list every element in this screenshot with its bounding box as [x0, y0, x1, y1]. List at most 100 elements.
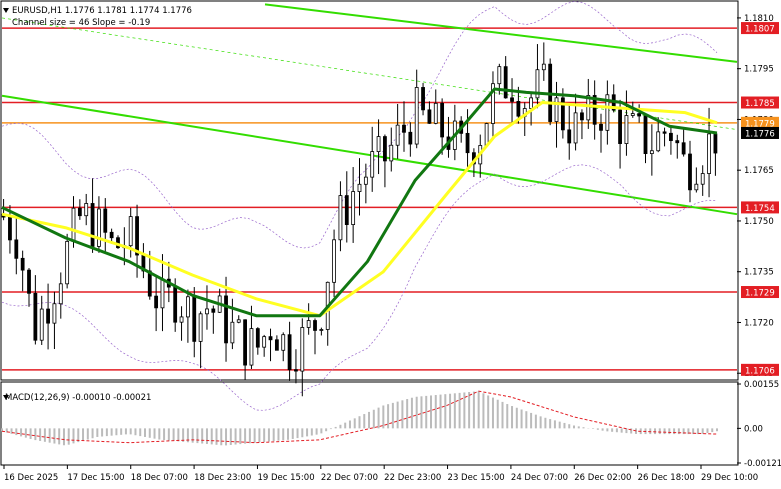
candle-body: [14, 239, 19, 259]
candle-body: [33, 292, 38, 341]
time-tick-label-8: 24 Dec 07:00: [511, 473, 568, 483]
candle-body: [332, 239, 336, 283]
macd-plot: 0.00155 0.00 -0.00121: [1, 380, 781, 469]
candle-body: [306, 320, 311, 328]
macd-collapse-triangle-icon[interactable]: [3, 395, 9, 400]
candle-body: [535, 69, 540, 99]
candle-body: [338, 195, 343, 241]
candle-body: [236, 319, 241, 323]
envelope-upper-line: [1, 1, 718, 249]
candle-body: [541, 63, 546, 71]
candle-body: [484, 123, 489, 146]
candle-body: [700, 173, 705, 185]
time-tick-label-6: 22 Dec 23:00: [384, 473, 441, 483]
candle-body: [567, 129, 572, 144]
candle-body: [90, 203, 95, 247]
candle-body: [497, 66, 502, 85]
candle-body: [58, 283, 63, 305]
collapse-triangle-icon[interactable]: [3, 8, 9, 13]
candle-body: [383, 136, 387, 162]
price-tick-label-0: 1.1810: [744, 14, 774, 24]
time-tick-label-3: 18 Dec 23:00: [194, 473, 251, 483]
time-tick-label-5: 22 Dec 07:00: [321, 473, 378, 483]
main-plot-frame: [0, 0, 739, 381]
candle-body: [249, 328, 254, 366]
macd-tick-label-1: 0.00: [744, 424, 763, 434]
candle-body: [510, 97, 514, 102]
candle-body: [300, 327, 305, 372]
candle-body: [389, 144, 394, 162]
candle-body: [274, 339, 279, 351]
price-tick-label-1: 1.1795: [744, 65, 774, 75]
level-badge-0: [741, 22, 779, 35]
candle-body: [179, 316, 184, 323]
candle-body: [624, 115, 629, 144]
candle-body: [395, 124, 400, 146]
time-tick-label-2: 18 Dec 07:00: [131, 473, 188, 483]
candle-body: [268, 336, 273, 341]
macd-tick-label-0: 0.00155: [744, 380, 779, 390]
price-tick-label-5: 1.1735: [744, 268, 774, 278]
candle-body: [46, 308, 50, 324]
candle-body: [592, 95, 597, 125]
candle-body: [185, 296, 190, 318]
candle-body: [605, 94, 610, 131]
time-tick-label-4: 19 Dec 15:00: [257, 473, 314, 483]
level-badge-label-3: 1.1776: [745, 129, 775, 139]
candle-body: [65, 241, 70, 285]
candle-body: [128, 216, 133, 247]
candle-body: [440, 102, 445, 138]
candle-body: [160, 278, 165, 309]
candle-body: [637, 113, 642, 117]
candle-body: [669, 132, 673, 142]
level-badge-4: [741, 201, 779, 214]
candle-body: [713, 133, 718, 154]
channel-lower-line: [1, 94, 738, 216]
macd-plot-frame: [0, 381, 739, 466]
candle-body: [52, 303, 57, 324]
candle-body: [688, 153, 692, 191]
price-tick-label-4: 1.1750: [744, 217, 774, 227]
candle-body: [516, 100, 521, 117]
level-badge-6: [741, 363, 779, 376]
candle-body: [529, 97, 533, 109]
candle-body: [681, 142, 686, 155]
candle-body: [662, 131, 667, 134]
macd-label: MACD(12,26,9) -0.00010 -0.00021: [5, 393, 151, 403]
candle-body: [287, 334, 292, 371]
price-tick-label-6: 1.1720: [744, 318, 774, 328]
level-badge-5: [741, 286, 779, 299]
candle-body: [313, 320, 317, 331]
candle-body: [630, 113, 635, 116]
candle-body: [503, 66, 508, 99]
candle-body: [351, 191, 356, 225]
ma-slow-line: [1, 101, 718, 318]
candle-body: [586, 95, 591, 121]
candle-body: [656, 131, 661, 152]
candle-body: [77, 207, 82, 217]
macd-tick-label-2: -0.00121: [744, 459, 781, 469]
candle-body: [230, 321, 235, 344]
header-channel-line: Channel size = 46 Slope = -0.19: [12, 18, 150, 28]
level-badge-3: [741, 126, 779, 139]
time-tick-label-0: 16 Dec 2025: [4, 473, 58, 483]
candle-body: [319, 329, 324, 331]
level-badge-label-4: 1.1754: [745, 204, 775, 214]
level-badge-1: [741, 96, 779, 109]
channel-mid-line: [1, 17, 738, 130]
level-badge-label-5: 1.1729: [745, 289, 775, 299]
candle-body: [694, 183, 699, 191]
candle-body: [294, 369, 298, 372]
candle-body: [103, 208, 108, 233]
time-tick-label-11: 29 Dec 10:00: [701, 473, 758, 483]
main-plot: [1, 1, 738, 411]
candle-body: [211, 308, 216, 313]
channel-upper-line: [264, 3, 738, 63]
time-tick-label-10: 26 Dec 18:00: [638, 473, 695, 483]
candle-body: [408, 131, 413, 145]
candle-body: [573, 112, 578, 144]
candle-body: [27, 269, 31, 294]
time-axis: 16 Dec 2025 17 Dec 15:00 18 Dec 07:00 18 De…: [3, 465, 758, 483]
